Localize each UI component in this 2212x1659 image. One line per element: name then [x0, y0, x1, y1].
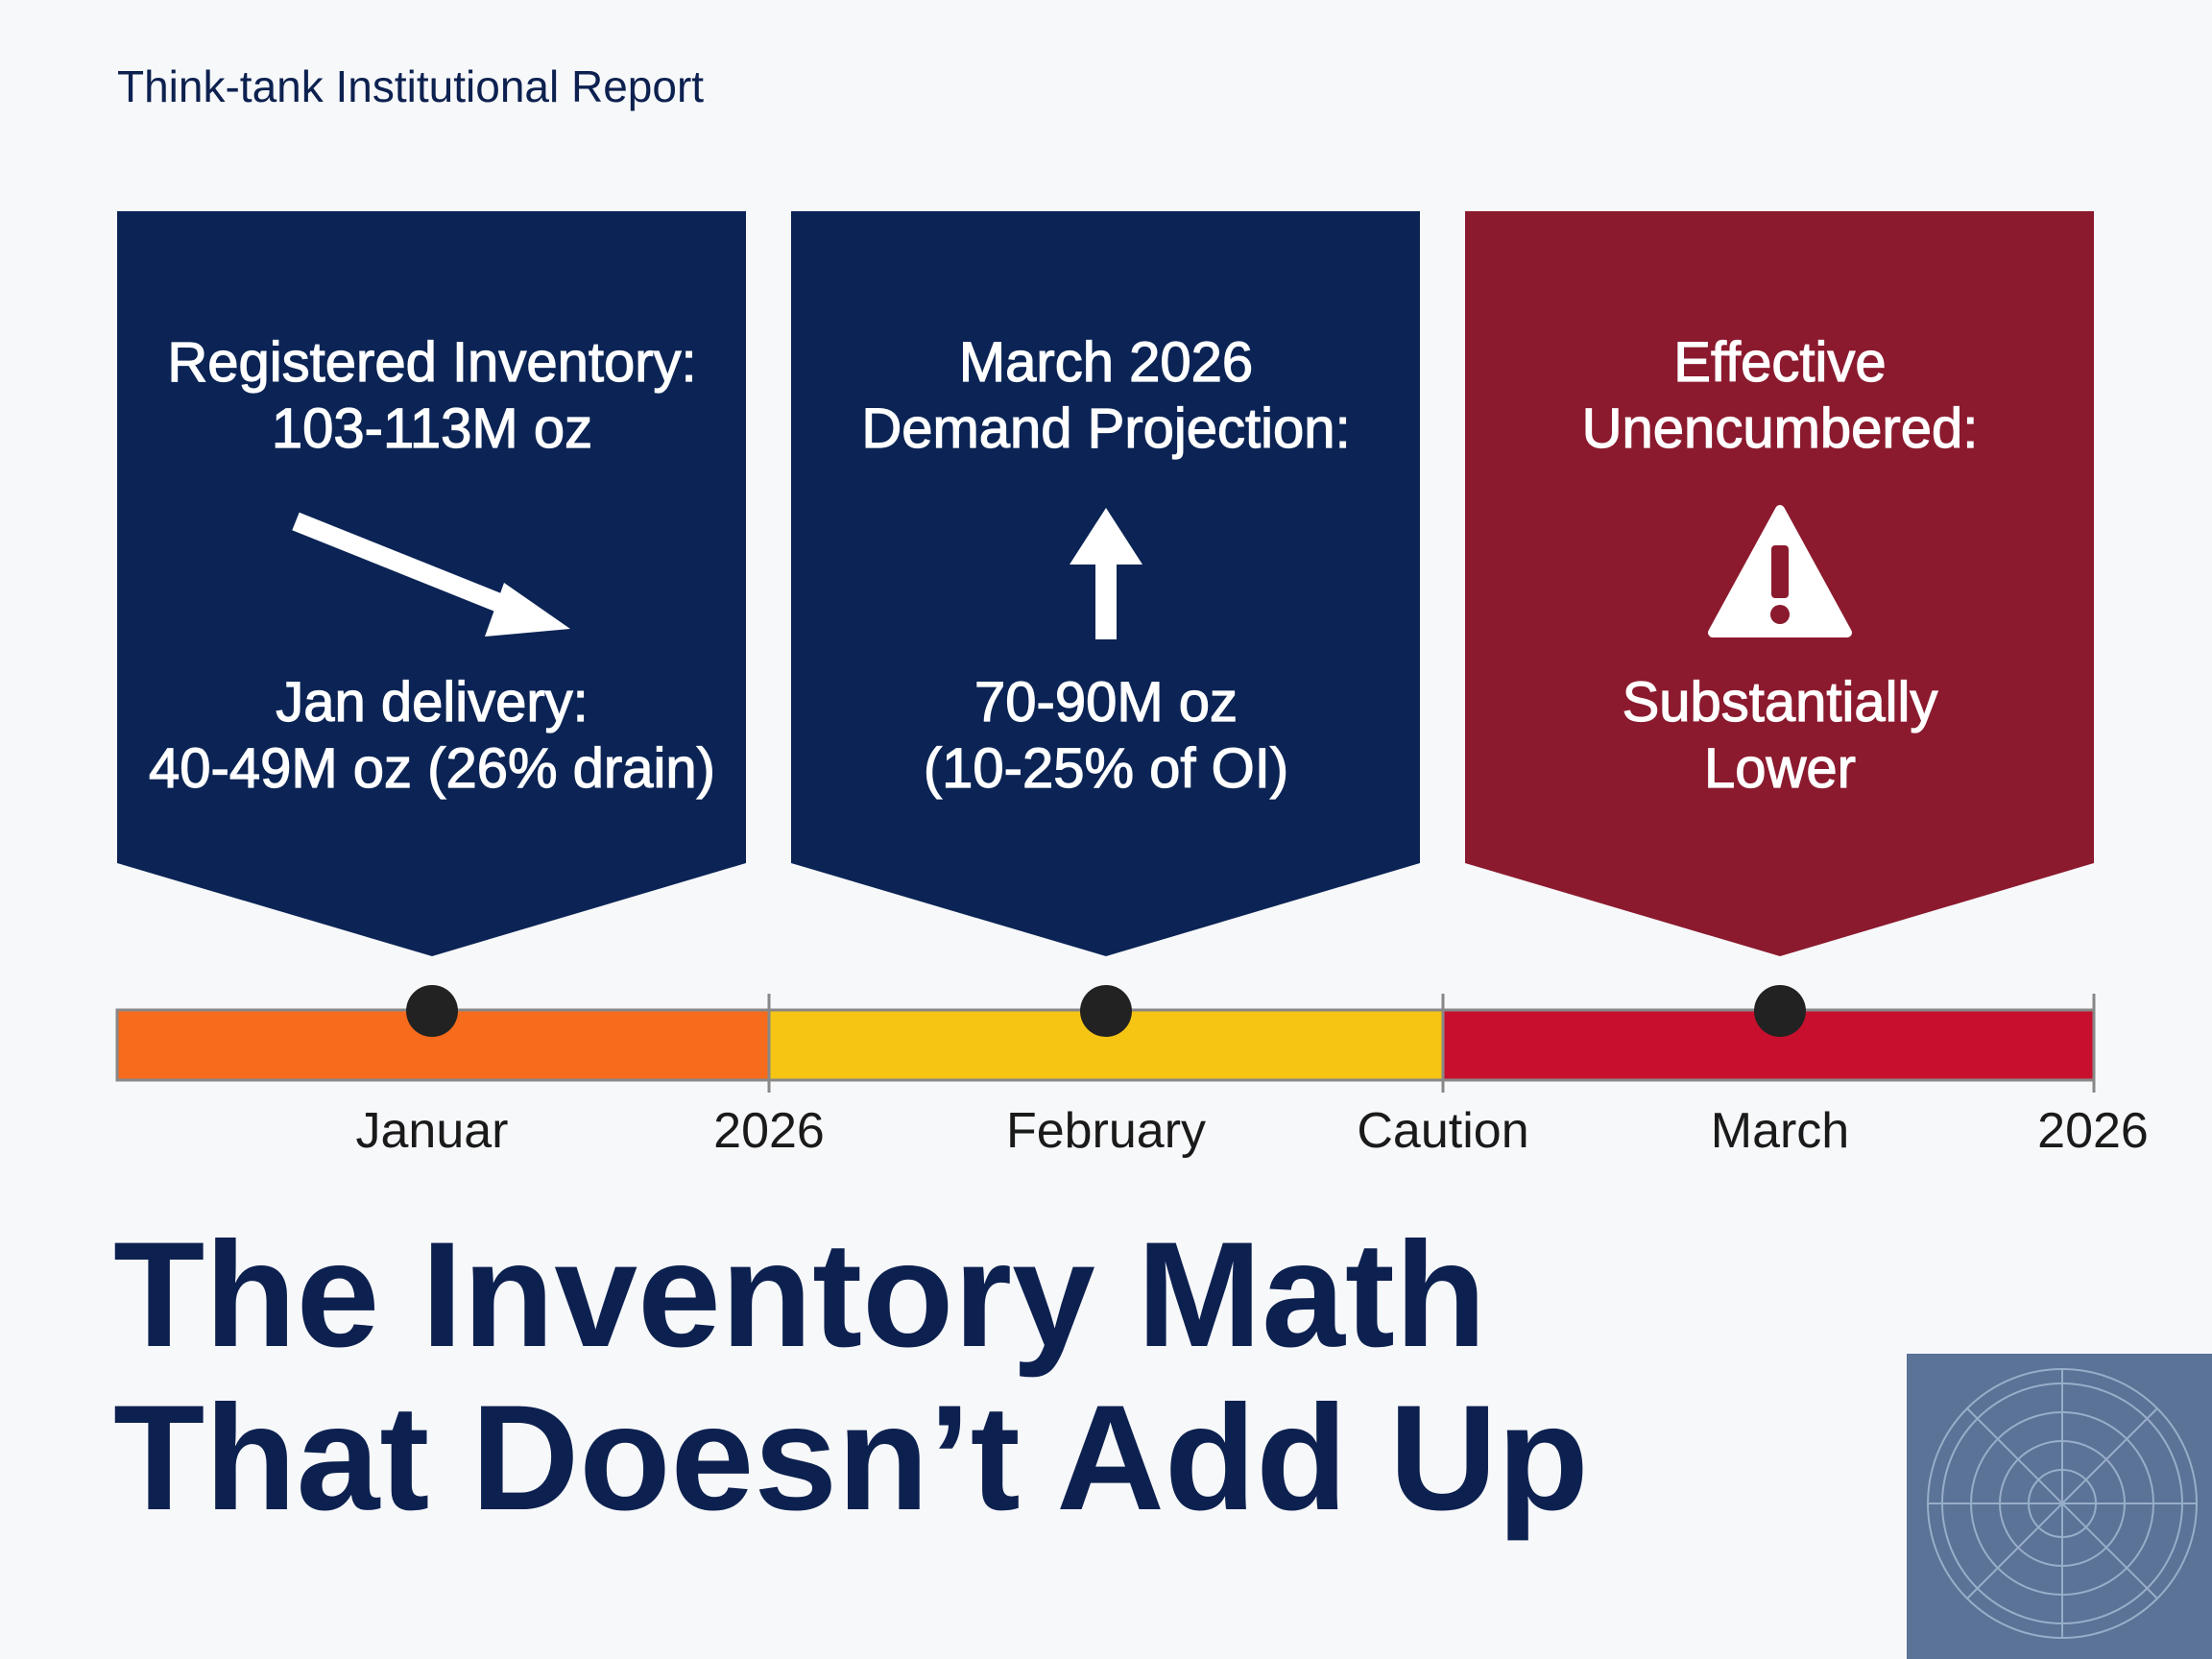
panel-title: Effective	[1673, 331, 1886, 394]
panel-detail: 40-49M oz (26% drain)	[149, 737, 715, 800]
timeline-label: Januar	[356, 1103, 509, 1159]
up-arrow-icon	[1070, 508, 1142, 639]
panel-title: Registered Inventory:	[167, 331, 696, 394]
headline: That Doesn’t Add Up	[113, 1375, 1589, 1542]
timeline-dot	[1080, 985, 1132, 1037]
timeline-dot	[406, 985, 458, 1037]
timeline-label: 2026	[2037, 1103, 2149, 1159]
panel-detail: Substantially	[1623, 671, 1938, 733]
panel-title: 103-113M oz	[272, 397, 592, 460]
down-arrow-icon	[292, 512, 570, 637]
warning-icon	[1708, 505, 1852, 637]
panel-detail: Lower	[1704, 737, 1856, 800]
panel-detail: (10-25% of OI)	[924, 737, 1288, 800]
report-label: Think-tank Institutional Report	[117, 61, 704, 111]
panel-detail: 70-90M oz	[974, 671, 1238, 733]
logo	[1907, 1354, 2212, 1659]
panel-title: Demand Projection:	[861, 397, 1350, 460]
panel-title: Unencumbered:	[1582, 397, 1979, 460]
timeline-label: March	[1711, 1103, 1849, 1159]
timeline-label: February	[1006, 1103, 1206, 1159]
headline: The Inventory Math	[113, 1212, 1486, 1379]
timeline-label: Caution	[1357, 1103, 1528, 1159]
panel-title: March 2026	[959, 331, 1253, 394]
timeline-dot	[1754, 985, 1806, 1037]
panel-detail: Jan delivery:	[276, 671, 589, 733]
timeline-label: 2026	[713, 1103, 825, 1159]
